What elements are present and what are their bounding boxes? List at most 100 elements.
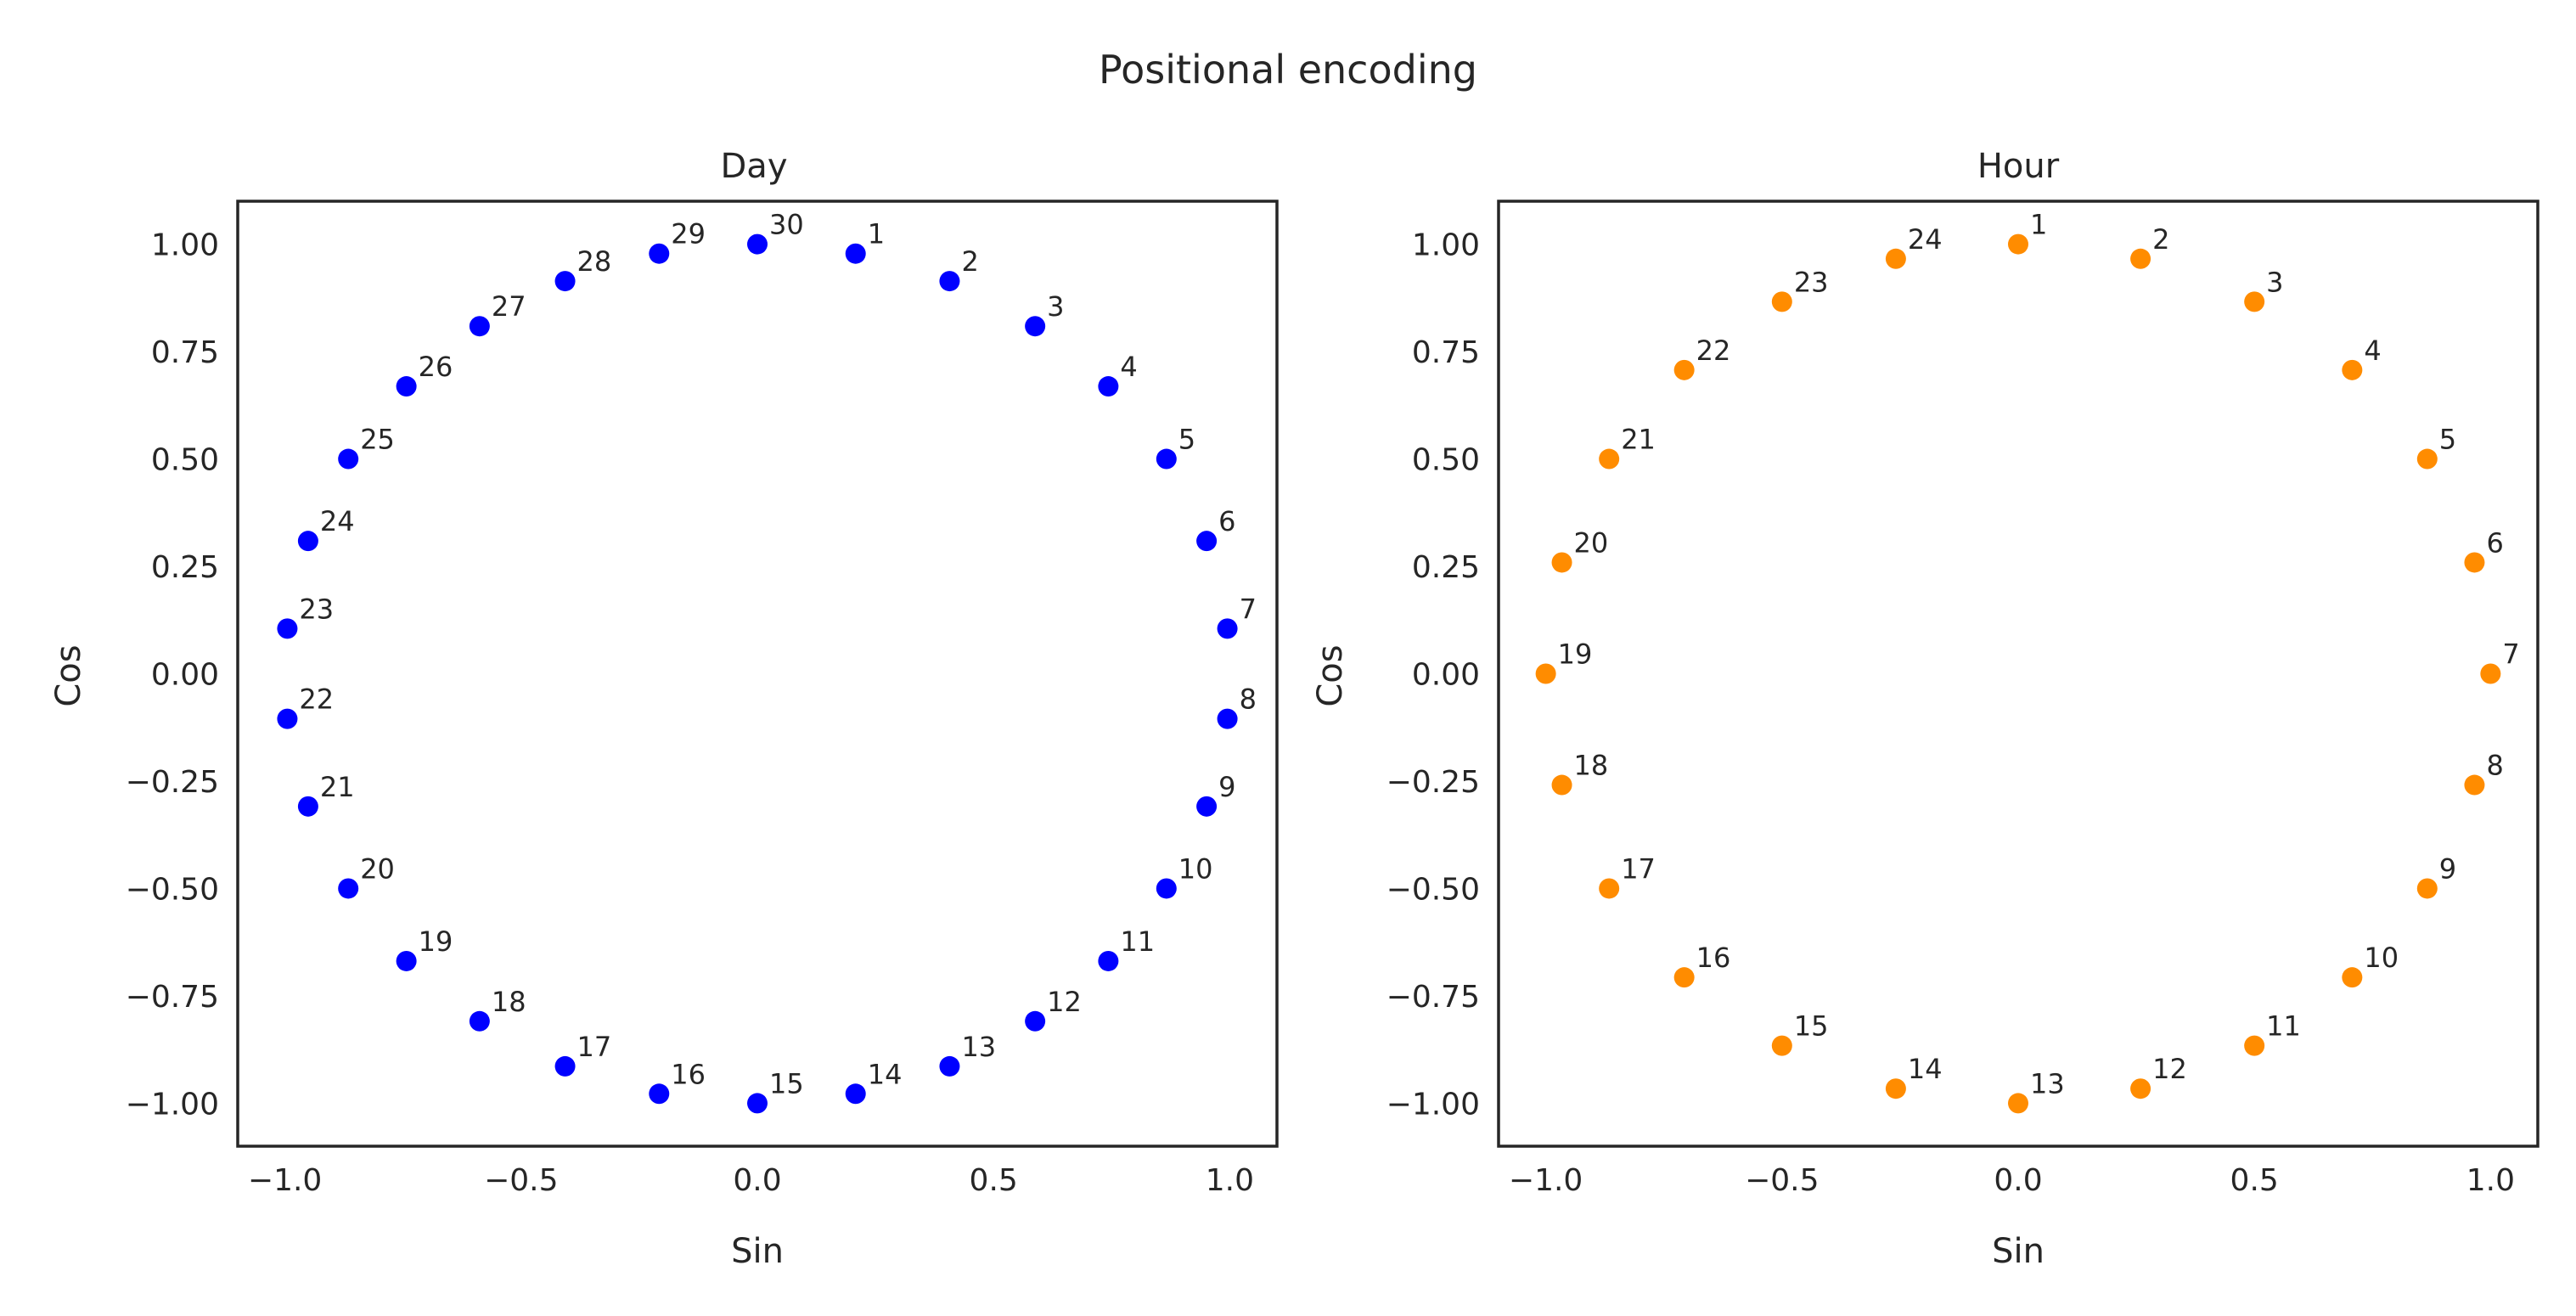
day-point-label: 9 (1218, 771, 1235, 803)
day-axes-frame (236, 200, 1279, 1148)
hour-point (1551, 552, 1572, 573)
day-y-tick-label: −0.75 (126, 980, 219, 1015)
day-point (939, 271, 960, 292)
hour-point (1885, 248, 1906, 269)
hour-point (2480, 663, 2501, 684)
hour-x-axis-label: Sin (1992, 1232, 2044, 1271)
hour-point (1771, 1035, 1792, 1056)
hour-y-tick-label: 0.00 (1412, 658, 1480, 693)
hour-point-label: 22 (1696, 335, 1731, 367)
hour-y-tick-label: −0.50 (1386, 872, 1480, 907)
day-point (554, 1055, 576, 1077)
day-point (277, 618, 298, 639)
day-point-label: 6 (1218, 505, 1235, 537)
day-point (939, 1055, 960, 1077)
hour-point-label: 2 (2152, 223, 2169, 256)
hour-point (2244, 1035, 2265, 1056)
day-point-label: 8 (1240, 683, 1257, 716)
hour-point-label: 4 (2364, 335, 2381, 367)
hour-point-label: 23 (1794, 266, 1829, 298)
day-point-label: 7 (1240, 593, 1257, 625)
hour-y-tick-label: 0.25 (1412, 550, 1480, 585)
hour-point-label: 14 (1908, 1053, 1943, 1085)
day-point-label: 19 (419, 925, 453, 958)
day-x-tick-label: 0.5 (970, 1163, 1018, 1198)
day-point (1217, 618, 1238, 639)
day-point (1217, 708, 1238, 729)
hour-point (2416, 448, 2438, 470)
hour-point-label: 5 (2439, 424, 2456, 456)
day-point-label: 2 (961, 245, 978, 278)
day-y-tick-label: 0.75 (151, 335, 219, 370)
hour-point-label: 13 (2030, 1067, 2065, 1099)
hour-point (1771, 291, 1792, 312)
hour-x-tick-label: 1.0 (2466, 1163, 2515, 1198)
day-point-label: 29 (671, 218, 706, 250)
hour-point (2464, 774, 2485, 796)
day-point (1025, 1010, 1046, 1032)
hour-x-tick-label: −0.5 (1745, 1163, 1819, 1198)
day-point (1156, 448, 1177, 470)
hour-point (2130, 1078, 2151, 1099)
day-point (1196, 796, 1218, 817)
hour-point-label: 11 (2266, 1010, 2301, 1043)
hour-point (2244, 291, 2265, 312)
day-point (297, 531, 318, 552)
hour-point-label: 21 (1621, 424, 1656, 456)
day-point (1196, 531, 1218, 552)
hour-point (2464, 552, 2485, 573)
hour-point-label: 24 (1908, 223, 1943, 256)
hour-point-label: 17 (1621, 852, 1656, 885)
day-point-label: 24 (320, 505, 355, 537)
day-ticks: −1.0 −0.5 0.0 0.5 1.0 1.00 0.75 0.50 0.25 0.00 −0.… (126, 228, 1254, 1198)
day-point-label: 14 (868, 1058, 903, 1090)
day-panel: Day −1.0 −0.5 0.0 0.5 1.0 1.00 0.75 0.50 0.25 0.0… (49, 147, 1279, 1271)
day-point-label: 3 (1047, 290, 1064, 323)
day-point (649, 1083, 670, 1105)
hour-point (2008, 1093, 2028, 1114)
hour-y-tick-label: 0.50 (1412, 443, 1480, 478)
hour-point-label: 15 (1794, 1010, 1829, 1043)
hour-point (1673, 967, 1695, 988)
day-point (469, 1010, 490, 1032)
day-point-label: 20 (360, 852, 395, 885)
day-point (297, 796, 318, 817)
day-y-tick-label: 1.00 (151, 228, 219, 263)
day-y-tick-label: −0.50 (126, 872, 219, 907)
day-y-tick-label: −0.25 (126, 765, 219, 800)
hour-point (2342, 359, 2363, 380)
hour-panel: Hour −1.0 −0.5 0.0 0.5 1.0 1.00 0.75 0.50 0.25 0.… (1311, 147, 2539, 1271)
day-point (338, 448, 359, 470)
day-panel-title: Day (721, 147, 788, 186)
hour-point (1673, 359, 1695, 380)
day-x-tick-label: −0.5 (484, 1163, 558, 1198)
day-point (649, 243, 670, 264)
hour-point (2008, 233, 2028, 255)
hour-point (2342, 967, 2363, 988)
day-point (747, 233, 768, 255)
hour-point (1599, 448, 1620, 470)
figure-title: Positional encoding (1099, 47, 1477, 93)
hour-point (2416, 878, 2438, 899)
day-point (338, 878, 359, 899)
day-y-tick-label: 0.25 (151, 550, 219, 585)
day-point-label: 23 (299, 593, 334, 625)
day-point-label: 1 (868, 218, 885, 250)
hour-y-tick-label: 1.00 (1412, 228, 1480, 263)
day-points: 1234567891011121314151617181920212223242… (277, 209, 1257, 1114)
day-point (396, 376, 417, 397)
day-point (845, 1083, 866, 1105)
day-point (469, 316, 490, 337)
hour-point-label: 6 (2486, 526, 2503, 559)
day-point (845, 243, 866, 264)
hour-point-label: 16 (1696, 942, 1731, 974)
day-point-label: 26 (419, 351, 453, 383)
day-point-label: 27 (492, 290, 526, 323)
day-point (1025, 316, 1046, 337)
day-x-tick-label: −1.0 (248, 1163, 322, 1198)
day-point (554, 271, 576, 292)
day-point (1098, 376, 1119, 397)
day-x-tick-label: 1.0 (1206, 1163, 1254, 1198)
hour-ticks: −1.0 −0.5 0.0 0.5 1.0 1.00 0.75 0.50 0.25 0.00 −0.… (1386, 228, 2515, 1198)
